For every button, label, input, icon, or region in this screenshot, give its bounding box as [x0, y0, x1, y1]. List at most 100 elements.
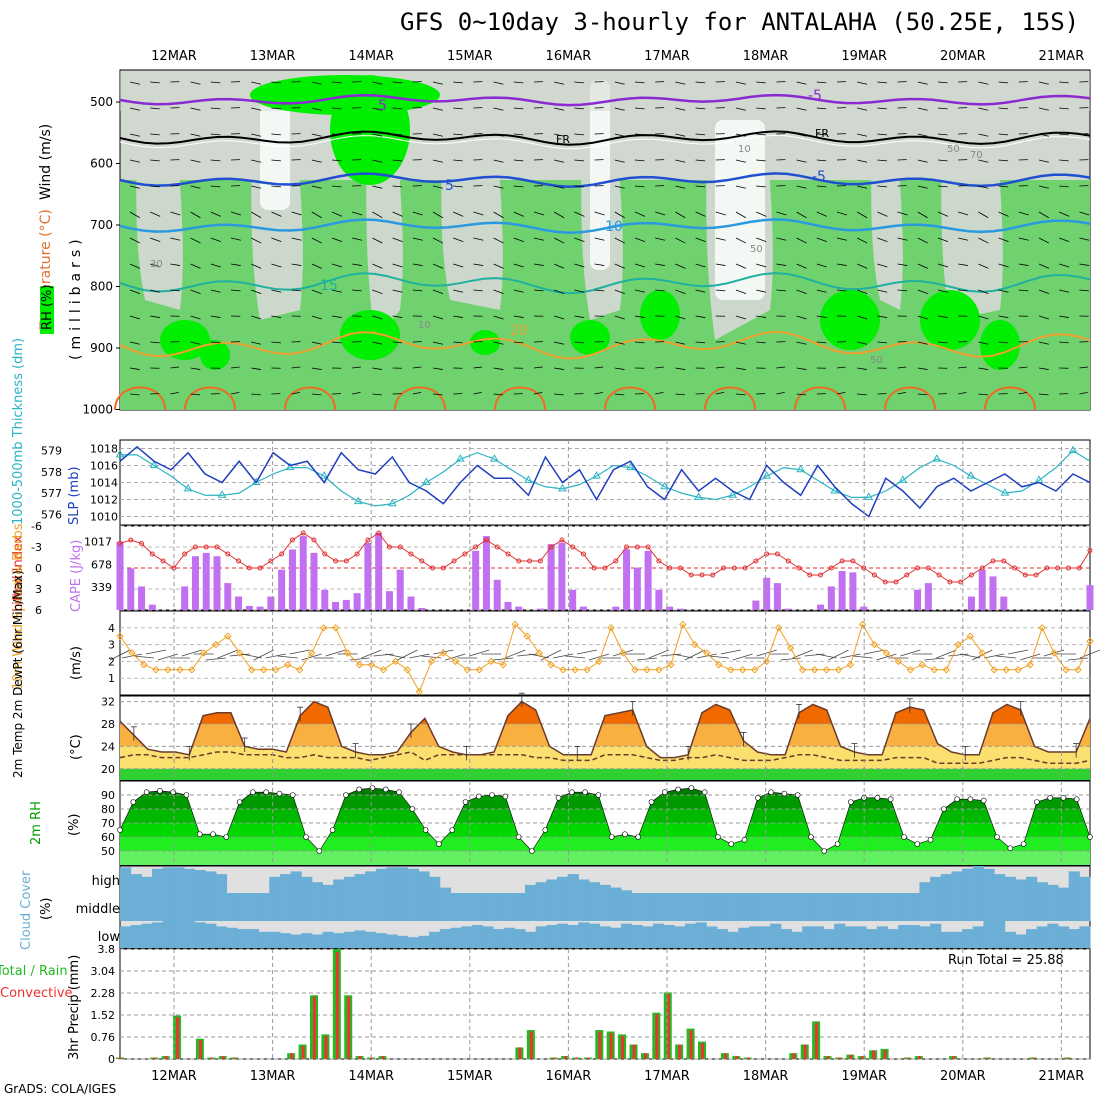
- wind-barb-upper: [392, 341, 403, 344]
- wind-speed-line: [119, 623, 1091, 693]
- wind-barb-upper: [857, 289, 868, 295]
- cloud-bar: [173, 921, 185, 948]
- cloud-bar: [1036, 882, 1048, 893]
- wind-barb-upper: [816, 211, 827, 217]
- wind-barb-upper: [432, 289, 444, 295]
- wind-barb-upper: [210, 341, 221, 344]
- rh-white-patch: [715, 120, 765, 300]
- li-marker: [1087, 548, 1093, 553]
- isotherm-25-bump: [704, 386, 756, 411]
- cloud-bar: [450, 927, 462, 948]
- wind-barb-upper: [1059, 263, 1070, 268]
- cloud-bar: [663, 925, 675, 948]
- wind-marker: [942, 666, 951, 674]
- wind-barb-upper: [978, 185, 989, 189]
- wind-marker: [523, 632, 531, 640]
- wind-barb-upper: [331, 81, 342, 84]
- pressure-axis: 500 600 700 800 900 1000: [82, 95, 120, 417]
- wind-barb-upper: [614, 211, 625, 219]
- rh-marker: [289, 792, 296, 798]
- thickness-line: [120, 449, 1091, 507]
- ylabel-li: Lifted Index: [11, 535, 26, 612]
- li-marker: [182, 551, 188, 557]
- rh-bright-patch: [340, 310, 400, 360]
- cloud-bar: [578, 922, 590, 948]
- wind-barb-upper: [594, 289, 605, 292]
- wind-barb: [684, 649, 705, 661]
- li-marker: [591, 565, 597, 571]
- wind-marker: [391, 657, 400, 666]
- precip-conv-bar: [1031, 1057, 1035, 1059]
- cape-bar: [784, 608, 792, 610]
- wind-marker: [715, 661, 723, 669]
- rh-marker: [568, 789, 575, 796]
- precip-conv-bar: [575, 1057, 579, 1059]
- cloud-bar: [642, 926, 654, 948]
- wind-barb-upper: [210, 133, 221, 136]
- cloud-bar: [461, 926, 473, 948]
- wind-marker: [1026, 661, 1034, 669]
- rh-marker: [555, 794, 562, 801]
- wind-barb-upper: [533, 366, 543, 369]
- thickness-marker: [966, 471, 976, 479]
- li-marker: [915, 565, 921, 571]
- slp-tick: 1010: [90, 511, 118, 524]
- ylabel-cloud: Cloud Cover: [19, 870, 34, 950]
- wind-barb-upper: [251, 263, 262, 269]
- isotherm-25-bump: [284, 386, 336, 411]
- slp-line: [119, 445, 1091, 518]
- wind-barb-upper: [432, 237, 444, 244]
- wind-barb-upper: [513, 315, 524, 318]
- cloud-bar: [919, 882, 931, 893]
- wind-marker: [463, 666, 471, 674]
- cape-bar: [773, 583, 781, 610]
- rh-band: [120, 823, 1090, 837]
- cloud-bar: [162, 921, 174, 948]
- thickness-marker: [285, 462, 295, 471]
- wind-barb-upper: [998, 107, 1009, 110]
- wind-barb-upper: [432, 393, 443, 396]
- wind-barb: [732, 653, 753, 661]
- wind-barb-upper: [877, 289, 888, 293]
- contour-label: 50: [947, 144, 960, 155]
- rh-marker: [821, 848, 828, 854]
- wind-barb-upper: [695, 81, 706, 84]
- cape-tick: 1017: [84, 536, 112, 549]
- cloud-level-label: high: [92, 874, 120, 889]
- wind-barb-upper: [129, 289, 141, 295]
- rh-bright-patch: [980, 320, 1020, 370]
- cape-bar: [1000, 596, 1008, 610]
- contour-label: 5: [378, 98, 387, 114]
- wind-marker: [343, 649, 352, 657]
- wind-barb-upper: [190, 185, 201, 189]
- wind-barb-upper: [614, 237, 625, 244]
- wind-barb-upper: [715, 263, 726, 266]
- cape-bar: [418, 607, 426, 610]
- wind-barb-upper: [978, 341, 989, 345]
- thickness-tick: 579: [41, 445, 62, 458]
- cloud-bar: [141, 893, 153, 921]
- wind-marker: [295, 666, 304, 674]
- temp-tick: 28: [101, 718, 115, 731]
- wind-barb: [900, 649, 921, 657]
- wind-barb-upper: [493, 211, 504, 219]
- wind-barb-upper: [392, 263, 403, 268]
- cape-bar: [332, 601, 340, 610]
- precip-conv-bar: [872, 1050, 876, 1059]
- thickness-marker: [1000, 488, 1010, 496]
- cloud-bar: [439, 893, 451, 921]
- wind-barb-upper: [917, 237, 928, 244]
- cape-bar: [493, 579, 501, 610]
- wind-marker: [571, 666, 579, 674]
- wind-barb-upper: [251, 289, 262, 295]
- li-marker: [785, 558, 791, 564]
- wind-barb-upper: [735, 107, 746, 111]
- rh-marker: [130, 799, 137, 805]
- wind-barb-upper: [756, 185, 766, 188]
- cloud-bar: [727, 931, 739, 948]
- cape-bar: [536, 608, 544, 610]
- cloud-bar: [354, 893, 366, 921]
- precip-tick: 0.76: [91, 1031, 116, 1044]
- wind-barb-upper: [554, 237, 565, 244]
- contour-label: 10: [605, 219, 623, 235]
